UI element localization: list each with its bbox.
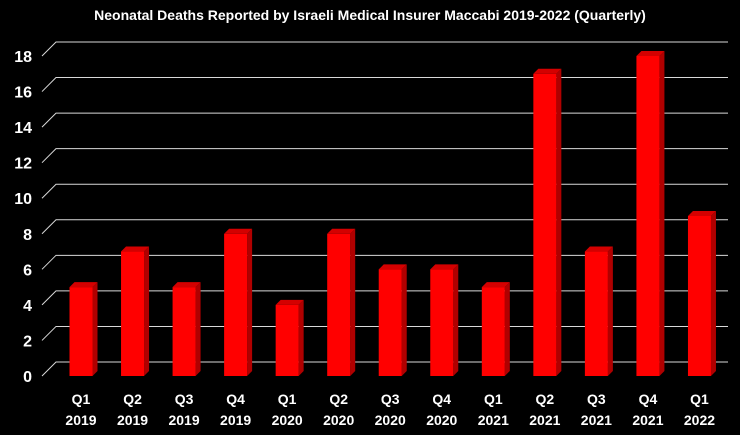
bar [69, 282, 98, 376]
bar-side [453, 264, 459, 376]
x-tick-label: 2020 [323, 412, 354, 428]
bar-front [584, 251, 608, 376]
y-tick-label: 6 [23, 262, 32, 279]
bar-top [172, 282, 201, 288]
bar-front [172, 287, 196, 376]
bar-front [533, 73, 557, 377]
x-tick-label: Q4 [639, 391, 658, 407]
bar-front [378, 269, 402, 376]
x-tick-label: 2019 [168, 412, 199, 428]
x-tick-label: 2021 [632, 412, 663, 428]
bar-top [275, 299, 304, 305]
x-tick-label: Q3 [381, 391, 400, 407]
bar-front [121, 251, 145, 376]
gridline [41, 77, 728, 92]
bar [687, 211, 716, 376]
y-tick-label: 8 [23, 227, 32, 244]
bar-top [69, 282, 98, 288]
bar [327, 228, 356, 376]
gridline [41, 183, 728, 199]
bar-side [247, 228, 253, 376]
bar [584, 246, 613, 376]
bar-top [224, 228, 253, 234]
x-tick-label: 2019 [117, 412, 148, 428]
bar [481, 282, 510, 376]
x-tick-label: 2021 [581, 412, 612, 428]
bar-front [224, 233, 248, 376]
bar-top [378, 264, 407, 270]
bar-side [298, 299, 304, 376]
bar-front [275, 304, 299, 376]
gridline [41, 112, 728, 128]
bar-side [710, 211, 716, 376]
bar-side [350, 228, 356, 376]
x-tick-label: Q2 [123, 391, 142, 407]
bar-top [687, 211, 716, 216]
gridline [41, 219, 728, 235]
bar-front [430, 269, 454, 376]
x-tick-label: 2020 [375, 412, 406, 428]
bar-front [481, 287, 505, 376]
bar-side [401, 264, 407, 376]
bar [224, 228, 253, 376]
x-tick-label: Q3 [587, 391, 606, 407]
x-tick-label: Q2 [329, 391, 348, 407]
bar-front [69, 287, 93, 376]
gridline [41, 254, 728, 270]
bar-top [481, 282, 510, 288]
x-tick-label: Q2 [536, 391, 555, 407]
y-tick-label: 18 [14, 49, 32, 66]
x-tick-label: Q1 [690, 391, 709, 407]
x-tick-label: 2021 [529, 412, 560, 428]
bar-side [144, 246, 150, 376]
bar [636, 51, 665, 376]
bar [378, 264, 407, 376]
bar-top [327, 228, 356, 234]
x-tick-label: Q1 [72, 391, 91, 407]
y-tick-label: 0 [23, 369, 32, 386]
bar-top [584, 246, 613, 252]
x-tick-label: 2020 [426, 412, 457, 428]
gridline [41, 148, 728, 164]
y-tick-label: 10 [14, 191, 32, 208]
x-tick-label: Q3 [175, 391, 194, 407]
chart-title: Neonatal Deaths Reported by Israeli Medi… [94, 7, 646, 23]
x-tick-label: 2019 [65, 412, 96, 428]
bar [533, 68, 562, 377]
bar [430, 264, 459, 376]
bar-top [121, 246, 150, 252]
bar-top [533, 68, 562, 74]
gridline [41, 41, 728, 57]
bar-side [556, 68, 562, 377]
bar-top [636, 51, 665, 56]
bar-front [327, 233, 351, 376]
x-tick-label: Q4 [226, 391, 245, 407]
y-tick-label: 12 [14, 156, 32, 173]
x-tick-label: Q4 [432, 391, 451, 407]
bar [275, 299, 304, 376]
bar-front [636, 56, 660, 376]
bar-top [430, 264, 459, 270]
x-tick-label: 2019 [220, 412, 251, 428]
bar-side [195, 282, 201, 376]
bar-front [687, 216, 711, 376]
y-tick-label: 14 [14, 120, 32, 137]
bar [172, 282, 201, 376]
bar-side [607, 246, 613, 376]
x-tick-label: Q1 [484, 391, 503, 407]
x-tick-label: 2020 [272, 412, 303, 428]
y-tick-label: 4 [23, 298, 32, 315]
bar [121, 246, 150, 376]
bar-side [92, 282, 98, 376]
bar-side [504, 282, 510, 376]
y-tick-label: 16 [14, 85, 32, 102]
x-tick-label: 2021 [478, 412, 509, 428]
bar-side [659, 51, 665, 376]
x-tick-label: Q1 [278, 391, 297, 407]
y-tick-label: 2 [23, 333, 32, 350]
x-tick-label: 2022 [684, 412, 715, 428]
